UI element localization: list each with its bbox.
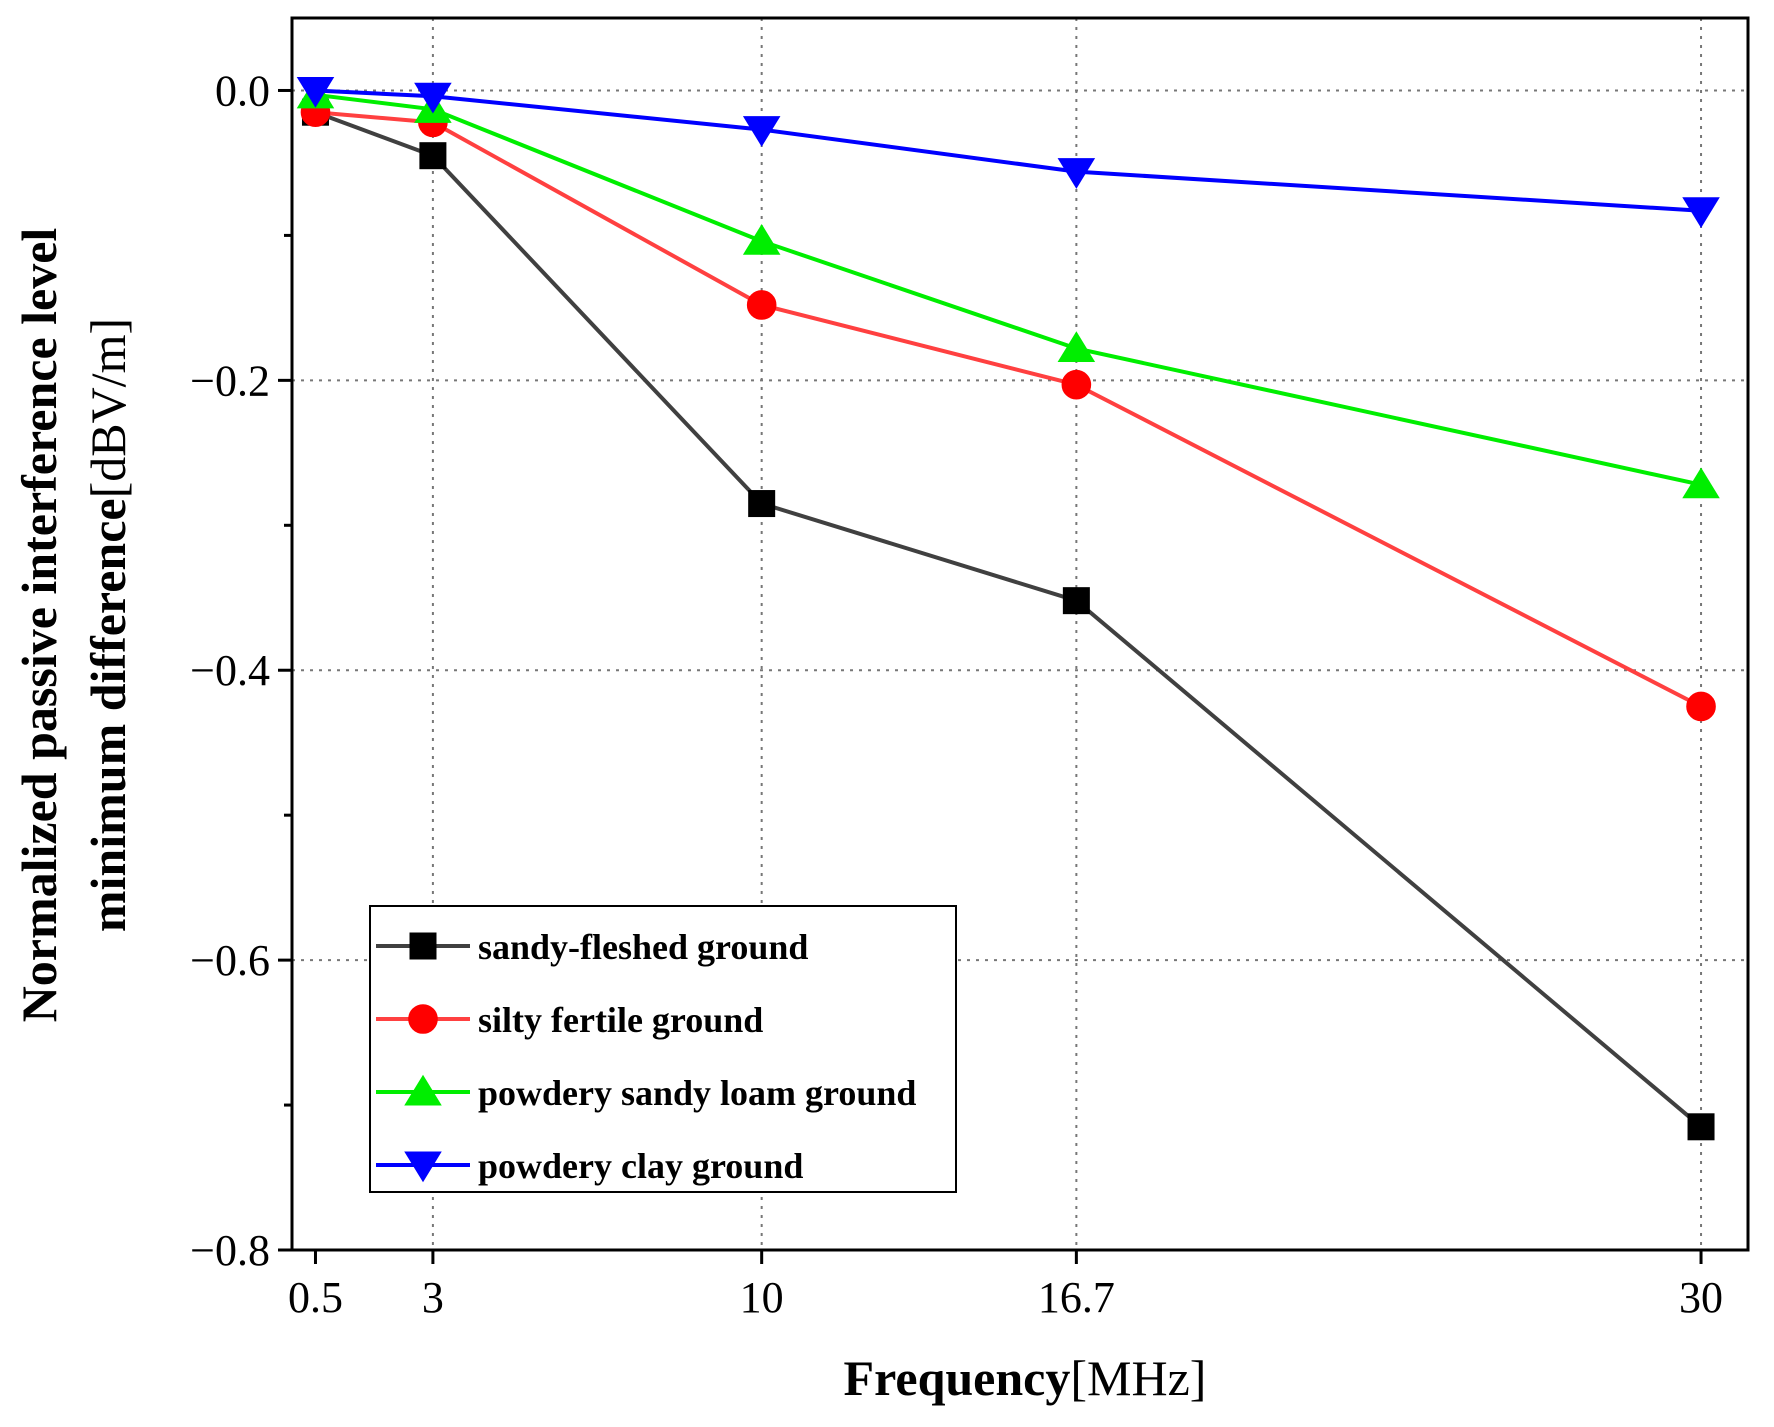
- data-point: [1686, 691, 1716, 722]
- data-point: [1687, 1113, 1715, 1141]
- x-tick-label: 16.7: [1038, 1273, 1115, 1322]
- data-point: [419, 142, 447, 170]
- legend-item: powdery sandy loam ground: [376, 1073, 916, 1113]
- series-line: [315, 88, 1702, 213]
- data-point: [1062, 587, 1090, 615]
- legend: sandy-fleshed ground silty fertile ground…: [369, 905, 957, 1193]
- series-powdery-clay-ground: [296, 76, 1720, 228]
- series-line: [315, 92, 1702, 487]
- axis-ticks: 0.5 3 10 16.7 30 0.0 −0.2 −0.4 −0.6 −0.8: [190, 66, 1723, 1322]
- data-point: [1061, 369, 1092, 400]
- legend-box: [369, 905, 957, 1193]
- data-point: [748, 490, 776, 518]
- data-point: [1682, 467, 1720, 499]
- data-point: [1057, 331, 1096, 362]
- legend-label: powdery clay ground: [478, 1146, 803, 1186]
- x-axis-title: Frequency[MHz]: [844, 1350, 1207, 1406]
- data-point: [742, 224, 781, 255]
- y-axis-title-line2-unit: [dBV/m]: [80, 318, 136, 499]
- legend-label: silty fertile ground: [478, 1000, 763, 1040]
- legend-item: silty fertile ground: [376, 1000, 763, 1040]
- data-point: [1057, 158, 1096, 189]
- y-axis-title-2: minimum difference[dBV/m]: [80, 318, 136, 932]
- series-layer: [296, 76, 1720, 1141]
- y-tick-label: −0.6: [190, 936, 270, 985]
- y-tick-label: 0.0: [215, 66, 270, 115]
- legend-item: sandy-fleshed ground: [376, 927, 808, 967]
- y-tick-label: −0.4: [190, 646, 270, 695]
- y-tick-label: −0.8: [190, 1226, 270, 1275]
- plot-frame: [290, 16, 1750, 1252]
- data-point: [742, 116, 781, 147]
- series-powdery-sandy-loam-ground: [296, 77, 1720, 499]
- x-axis-title-main: Frequency: [844, 1350, 1071, 1406]
- series-line: [315, 110, 1702, 709]
- y-axis-title: Normalized passive interference level: [11, 228, 67, 1023]
- series-silty-fertile-ground: [300, 97, 1716, 722]
- x-tick-label: 0.5: [288, 1273, 343, 1322]
- legend-label: sandy-fleshed ground: [478, 927, 808, 967]
- legend-marker: [408, 1004, 438, 1034]
- x-tick-label: 3: [422, 1273, 444, 1322]
- y-axis-title-line1: Normalized passive interference level: [11, 228, 67, 1023]
- y-axis-title-line2: minimum difference[dBV/m]: [80, 318, 136, 932]
- x-axis-title-unit: [MHz]: [1070, 1350, 1206, 1406]
- legend-marker: [409, 932, 437, 960]
- data-point: [746, 290, 777, 320]
- data-point: [1682, 197, 1720, 228]
- legend-label: powdery sandy loam ground: [478, 1073, 916, 1113]
- x-tick-label: 10: [740, 1273, 784, 1322]
- data-point: [414, 82, 452, 114]
- data-point: [296, 76, 335, 108]
- x-tick-label: 30: [1679, 1273, 1723, 1322]
- legend-marker: [404, 1151, 442, 1183]
- y-tick-label: −0.2: [190, 356, 270, 405]
- legend-marker: [404, 1074, 442, 1106]
- legend-item: powdery clay ground: [376, 1146, 803, 1186]
- y-axis-title-line2-main: minimum difference: [80, 498, 136, 932]
